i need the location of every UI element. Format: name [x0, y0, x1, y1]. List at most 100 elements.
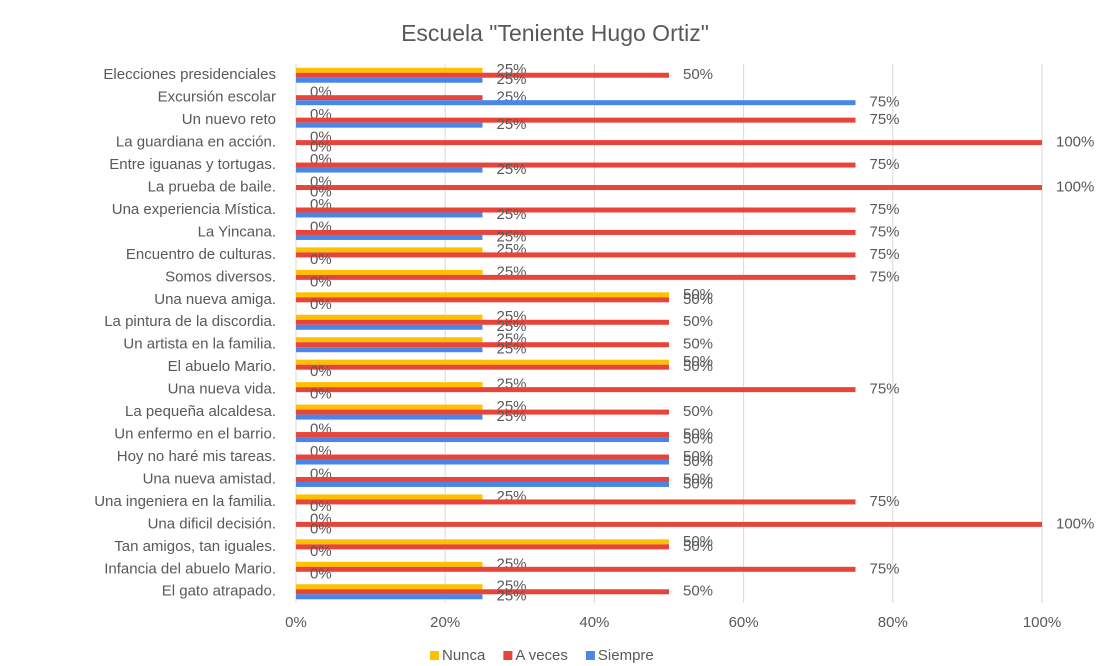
y-tick-label: Una nueva amiga. — [154, 291, 276, 308]
data-label: 50% — [683, 286, 713, 303]
data-label: 50% — [683, 533, 713, 550]
data-label: 25% — [497, 588, 527, 605]
data-label: 50% — [683, 313, 713, 330]
data-label: 0% — [310, 520, 332, 537]
bar — [296, 212, 483, 218]
legend-label: Siempre — [598, 647, 654, 664]
bar — [296, 77, 483, 83]
bar — [296, 162, 856, 168]
y-tick-label: La guardiana en acción. — [116, 134, 276, 151]
data-label: 25% — [497, 206, 527, 223]
legend-label: Nunca — [442, 647, 486, 664]
x-tick-label: 40% — [579, 614, 609, 631]
data-label: 25% — [497, 116, 527, 133]
bar — [296, 387, 856, 393]
y-tick-label: Un artista en la familia. — [123, 336, 276, 353]
y-tick-label: Tan amigos, tan iguales. — [114, 538, 276, 555]
data-label: 50% — [683, 448, 713, 465]
bar — [296, 584, 483, 590]
bar — [296, 292, 669, 298]
bar — [296, 342, 669, 348]
bar — [296, 252, 856, 258]
y-tick-label: Excursión escolar — [158, 89, 276, 106]
y-tick-label: El gato atrapado. — [162, 583, 276, 600]
y-tick-label: Infancia del abuelo Mario. — [104, 560, 276, 577]
y-tick-label: Entre iguanas y tortugas. — [109, 156, 276, 173]
y-tick-label: Una nueva vida. — [168, 381, 276, 398]
data-label: 50% — [683, 353, 713, 370]
bar — [296, 499, 856, 505]
bar — [296, 566, 856, 572]
bar — [296, 269, 483, 275]
data-label: 0% — [310, 565, 332, 582]
bar — [296, 589, 669, 595]
bar — [296, 319, 669, 325]
legend-swatch — [585, 651, 595, 660]
bar — [296, 247, 483, 253]
bar — [296, 459, 669, 465]
y-tick-label: Una nueva amistad. — [143, 470, 276, 487]
bar — [296, 382, 483, 388]
y-tick-label: La prueba de baile. — [148, 178, 276, 195]
bar — [296, 324, 483, 330]
data-label: 100% — [1056, 134, 1094, 151]
data-label: 0% — [310, 273, 332, 290]
bar — [296, 314, 483, 320]
bar — [296, 274, 856, 280]
chart-title: Escuela "Teniente Hugo Ortiz" — [401, 20, 709, 46]
data-label: 0% — [310, 139, 332, 156]
data-label: 100% — [1056, 178, 1094, 195]
data-label: 75% — [870, 560, 900, 577]
bar — [296, 494, 483, 500]
bar — [296, 100, 856, 106]
y-tick-label: La pequeña alcaldesa. — [125, 403, 276, 420]
data-label: 25% — [497, 408, 527, 425]
bar — [296, 337, 483, 343]
bar — [296, 594, 483, 600]
data-label: 100% — [1056, 515, 1094, 532]
bar — [296, 437, 669, 443]
data-label: 50% — [683, 431, 713, 448]
bar — [296, 476, 669, 482]
data-label: 75% — [870, 223, 900, 240]
bar — [296, 544, 669, 550]
x-tick-label: 60% — [729, 614, 759, 631]
data-label: 50% — [683, 583, 713, 600]
data-label: 75% — [870, 94, 900, 111]
data-label: 75% — [870, 268, 900, 285]
data-label: 75% — [870, 156, 900, 173]
legend-label: A veces — [515, 647, 568, 664]
y-tick-label: Una dificil decisión. — [148, 515, 276, 532]
bar — [296, 404, 483, 410]
y-tick-label: La pintura de la discordia. — [104, 313, 276, 330]
bar — [296, 359, 669, 365]
y-tick-label: Elecciones presidenciales — [103, 66, 276, 83]
data-label: 50% — [683, 426, 713, 443]
x-tick-label: 0% — [285, 614, 307, 631]
data-label: 25% — [497, 228, 527, 245]
data-label: 50% — [683, 66, 713, 83]
bar — [296, 432, 669, 438]
data-label: 50% — [683, 358, 713, 375]
bar — [296, 521, 1042, 527]
data-label: 50% — [683, 403, 713, 420]
bar — [296, 234, 483, 240]
y-tick-label: El abuelo Mario. — [168, 358, 276, 375]
bar — [296, 481, 669, 487]
legend-swatch — [430, 651, 439, 660]
data-label: 75% — [870, 381, 900, 398]
bar — [296, 229, 856, 235]
bar — [296, 414, 483, 420]
data-label: 0% — [310, 386, 332, 403]
data-label: 50% — [683, 291, 713, 308]
data-label: 0% — [310, 296, 332, 313]
data-label: 75% — [870, 111, 900, 128]
y-tick-label: Una experiencia Mística. — [112, 201, 276, 218]
x-tick-label: 100% — [1023, 614, 1061, 631]
y-tick-label: Una ingeniera en la familia. — [94, 493, 276, 510]
y-tick-label: Un nuevo reto — [182, 111, 276, 128]
data-label: 0% — [310, 363, 332, 380]
bar — [296, 122, 483, 128]
data-label: 0% — [310, 543, 332, 560]
bar — [296, 95, 483, 101]
